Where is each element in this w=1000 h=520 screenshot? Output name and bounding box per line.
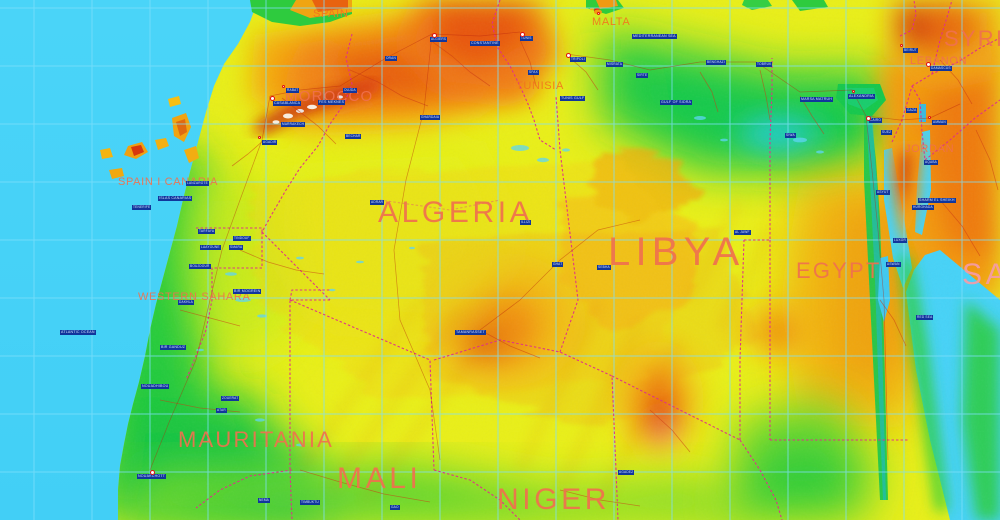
city-marker-tripoli[interactable] [566,53,571,58]
country-borders[interactable] [185,0,1000,520]
city-marker-malta[interactable] [597,12,600,15]
city-marker-rabat[interactable] [282,85,285,88]
city-marker-damascus[interactable] [926,62,931,67]
city-marker-nouakchott[interactable] [150,470,155,475]
canary-islands [100,96,199,179]
city-marker-casablanca[interactable] [270,96,275,101]
city-marker-algiers[interactable] [432,33,437,38]
rivers [159,39,999,507]
city-marker-alexandria[interactable] [852,90,855,93]
city-marker-cairo[interactable] [866,116,871,121]
city-marker-amman[interactable] [928,116,931,119]
city-marker-beirut[interactable] [900,44,903,47]
city-marker-tunis[interactable] [520,32,525,37]
city-marker-agadir[interactable] [258,136,261,139]
